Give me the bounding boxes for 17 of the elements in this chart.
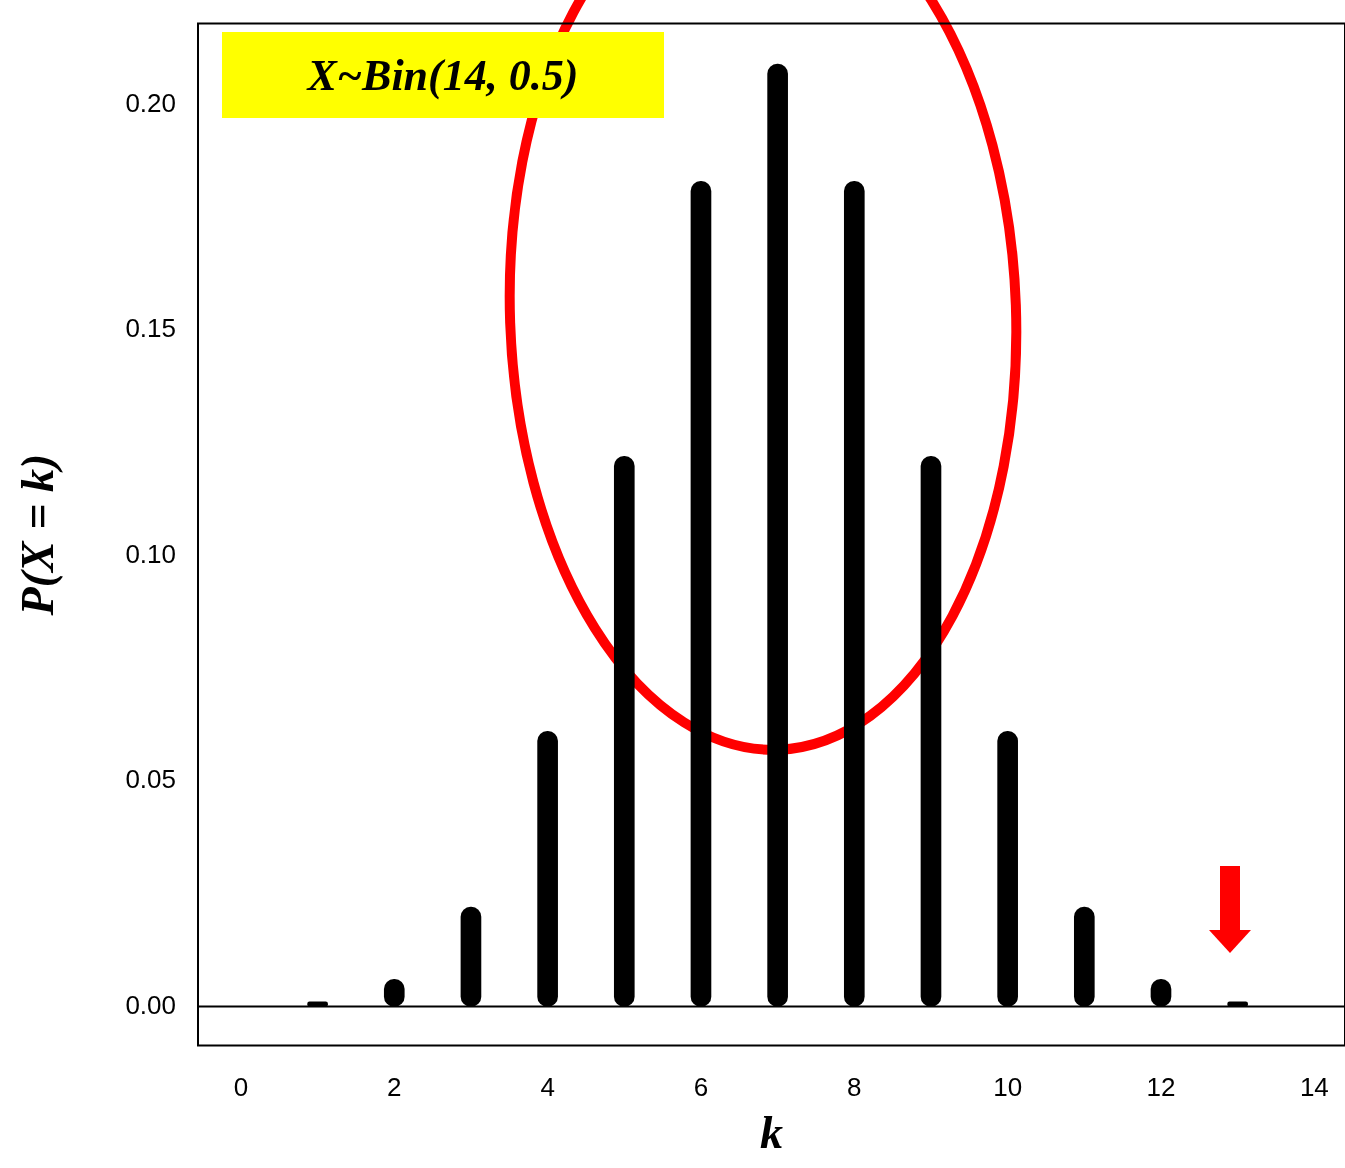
x-tick-label: 6	[693, 1072, 709, 1103]
y-tick-label: 0.20	[125, 87, 176, 118]
x-tick-label: 12	[1146, 1072, 1176, 1103]
y-tick-label: 0.15	[125, 313, 176, 344]
y-axis-title: P(X = k)	[12, 453, 64, 617]
x-tick-label: 4	[540, 1072, 555, 1103]
x-tick-label: 10	[993, 1072, 1023, 1103]
y-tick-label: 0.10	[125, 538, 176, 569]
x-tick-label: 8	[847, 1072, 862, 1103]
x-tick-label: 0	[233, 1072, 249, 1103]
x-tick-label: 14	[1299, 1072, 1329, 1103]
y-tick-label: 0.00	[125, 989, 176, 1020]
x-tick-label: 2	[387, 1072, 402, 1103]
y-tick-label: 0.05	[125, 764, 176, 795]
x-axis-title: k	[760, 1107, 783, 1159]
annotation: X~Bin(14, 0.5)	[307, 49, 579, 101]
highlight-box: X~Bin(14, 0.5)	[222, 32, 664, 118]
